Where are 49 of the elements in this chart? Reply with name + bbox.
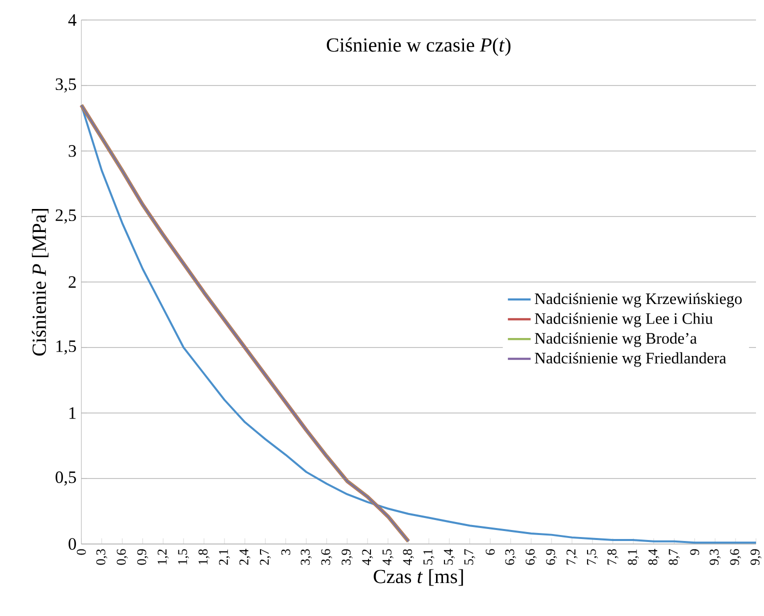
text: Ciśnienie w czasie P(t) (326, 38, 510, 56)
x-tick-label: 0,6 (116, 549, 128, 565)
legend-label: Nadciśnienie wg Krzewińskiego (534, 292, 742, 308)
y-tick-label: 3,5 (56, 78, 76, 93)
y-tick-label: 4 (68, 14, 76, 26)
x-tick-label: 0 (76, 549, 86, 555)
x-tick-label: 2,4 (239, 548, 250, 565)
x-tick-label: 1,2 (158, 549, 169, 564)
x-tick-label: 4,2 (362, 549, 373, 566)
x-tick-label: 7,8 (607, 549, 618, 564)
x-tick-label: 8,7 (668, 549, 680, 565)
x-tick-label: 9 (690, 549, 700, 555)
legend-label: Nadciśnienie wg Lee i Chiu (534, 312, 713, 328)
x-tick-label: 9,3 (710, 549, 721, 565)
y-tick-label: 1 (69, 407, 76, 419)
y-tick-label: 2 (68, 276, 76, 288)
x-tick-label: 3,9 (342, 549, 353, 565)
x-tick-label: 8,4 (648, 548, 660, 565)
x-tick-label: 9,6 (730, 549, 741, 565)
x-tick-label: 0,9 (137, 549, 148, 565)
x-tick-label: 3 (281, 549, 290, 555)
x-tick-label: 2,7 (260, 549, 271, 565)
y-tick-label: 0,5 (56, 471, 76, 486)
x-tick-label: 5,7 (464, 549, 476, 565)
y-tick-label: 2,5 (56, 209, 76, 224)
x-tick-label: 5,4 (444, 548, 455, 565)
x-tick-label: 4,8 (402, 549, 414, 566)
x-tick-label: 4,5 (382, 549, 394, 566)
x-tick-label: 2,1 (219, 549, 230, 565)
x-tick-label: 0,3 (96, 549, 108, 565)
x-tick-label: 7,5 (587, 549, 598, 564)
x-axis-title: Czas t [ms] (374, 569, 463, 586)
x-tick-label: 1,8 (198, 549, 210, 564)
y-tick-label: 1,5 (56, 340, 76, 355)
x-tick-label: 3,3 (300, 549, 312, 565)
x-tick-label: 1,5 (178, 549, 189, 564)
x-tick-label: 6 (486, 549, 495, 555)
x-tick-label: 6,3 (505, 549, 516, 565)
x-tick-label: 7,2 (566, 549, 578, 564)
y-axis-title: Ciśnienie P [MPa] (32, 209, 48, 356)
x-tick-label: 3,6 (321, 549, 332, 565)
x-tick-label: 8,1 (628, 549, 639, 565)
legend-label: Nadciśnienie wg Brode’a (534, 332, 697, 348)
legend-label: Nadciśnienie wg Friedlandera (534, 352, 726, 367)
x-tick-label: 6,6 (526, 549, 537, 565)
x-tick-label: 9,9 (750, 549, 762, 565)
x-tick-label: 5,1 (423, 549, 434, 565)
y-tick-label: 3 (68, 145, 76, 157)
x-tick-label: 6,9 (546, 549, 557, 565)
